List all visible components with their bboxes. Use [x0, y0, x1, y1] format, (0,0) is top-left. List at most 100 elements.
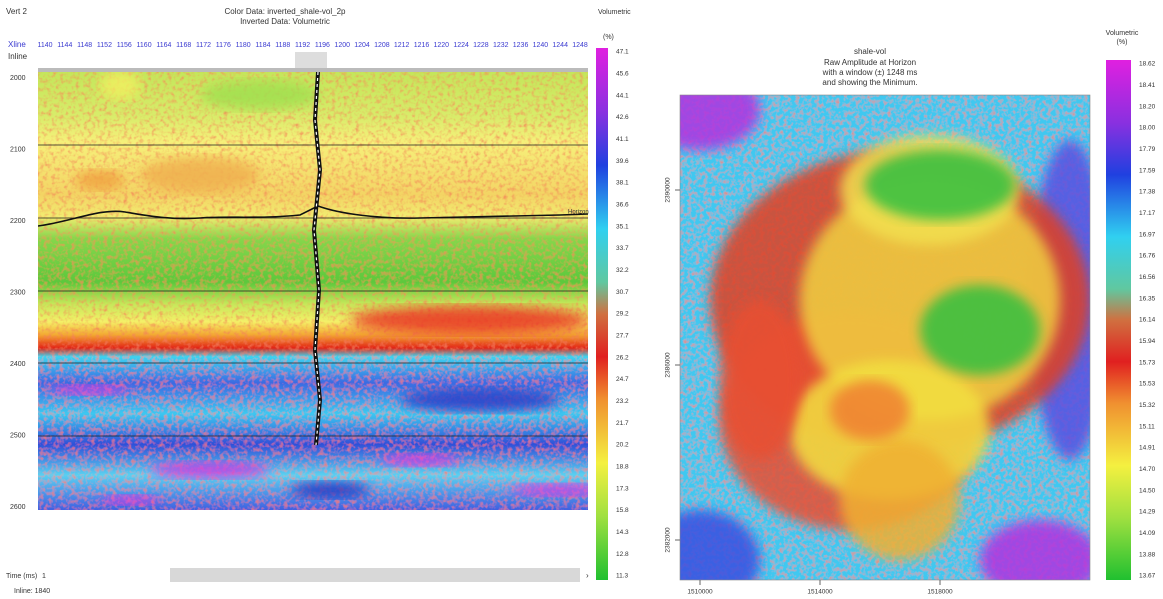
- colorbar-tick-label: 21.7: [616, 420, 629, 427]
- colorbar-tick-label: 15.8: [616, 507, 629, 514]
- reflector: [50, 385, 130, 395]
- y-tick-label: 2100: [10, 146, 26, 153]
- reflector: [200, 80, 320, 110]
- x-tick-label: 1152: [97, 42, 112, 49]
- x-tick-label: 1244: [552, 42, 568, 49]
- x-tick-label: 1164: [156, 42, 171, 49]
- horizon-map: [680, 95, 1090, 580]
- colorbar-tick-label: 17.59: [1139, 167, 1156, 174]
- amplitude-zone: [680, 510, 760, 580]
- colorbar-tick-label: 44.1: [616, 92, 629, 99]
- colorbar-tick-label: 12.8: [616, 551, 629, 558]
- reflector: [400, 388, 560, 412]
- colorbar-tick-label: 13.67: [1139, 573, 1156, 580]
- x-tick-label: 1204: [354, 42, 370, 49]
- colorbar-tick-label: 17.17: [1139, 210, 1156, 217]
- y-tick-label: 2200: [10, 218, 26, 225]
- x-tick-label: 1156: [117, 42, 132, 49]
- colorbar-unit: (%): [1117, 39, 1128, 46]
- ruler: [38, 68, 588, 72]
- colorbar-title: Volumetric: [598, 9, 631, 16]
- horizon-label: Horizon: [568, 210, 589, 216]
- colorbar-tick-label: 23.2: [616, 398, 629, 405]
- reflector: [150, 462, 270, 478]
- y-tick-label: 2300: [10, 289, 26, 296]
- colorbar-tick-label: 16.76: [1139, 253, 1156, 260]
- colorbar-tick-label: 14.3: [616, 529, 629, 536]
- x-tick-label: 1240: [533, 42, 549, 49]
- colorbar-tick-label: 24.7: [616, 376, 629, 383]
- colorbar-tick-label: 20.2: [616, 442, 629, 449]
- x-tick-label: 1216: [414, 42, 430, 49]
- x-tick-label: 1200: [334, 42, 350, 49]
- x-tick-label: 1180: [236, 42, 251, 49]
- y-tick-label: 2390000: [665, 177, 672, 203]
- y-tick-label: 2386000: [665, 352, 672, 378]
- row-label: Xline: [8, 40, 26, 49]
- seismic-section: [38, 72, 588, 510]
- x-tick-label: 1196: [315, 42, 330, 49]
- colorbar-tick-label: 17.79: [1139, 146, 1156, 153]
- amplitude-zone: [920, 285, 1040, 375]
- colorbar-tick-label: 41.1: [616, 136, 629, 143]
- reflector: [290, 482, 370, 498]
- colorbar-tick-label: 30.7: [616, 289, 629, 296]
- colorbar-tick-label: 16.97: [1139, 231, 1156, 238]
- colorbar: [1106, 60, 1131, 580]
- x-tick-label: 1188: [275, 42, 290, 49]
- y-tick-label: 2500: [10, 432, 26, 439]
- x-tick-label: 1208: [374, 42, 390, 49]
- scrollbar[interactable]: [170, 568, 580, 582]
- title: Color Data: inverted_shale-vol_2p: [225, 7, 347, 16]
- colorbar-tick-label: 29.2: [616, 311, 629, 318]
- colorbar-tick-label: 39.6: [616, 158, 629, 165]
- subtitle: with a window (±) 1248 ms: [822, 68, 918, 77]
- x-tick-label: 1172: [196, 42, 211, 49]
- inline-label: Inline: 1840: [14, 588, 50, 595]
- subtitle: Inverted Data: Volumetric: [240, 17, 330, 26]
- x-tick-label: 1148: [77, 42, 92, 49]
- amplitude-zone: [830, 380, 910, 440]
- reflector: [100, 495, 160, 505]
- title: shale-vol: [854, 47, 886, 56]
- x-tick-label: 1228: [473, 42, 489, 49]
- colorbar-tick-label: 26.2: [616, 354, 629, 361]
- colorbar-tick-label: 18.62: [1139, 61, 1156, 68]
- colorbar-tick-label: 18.20: [1139, 103, 1156, 110]
- x-tick-label: 1212: [394, 42, 410, 49]
- colorbar-tick-label: 15.11: [1139, 423, 1155, 430]
- x-tick-label: 1140: [37, 42, 52, 49]
- amplitude-zone: [980, 520, 1090, 580]
- amplitude-zone: [680, 95, 760, 150]
- colorbar-tick-label: 27.7: [616, 333, 629, 340]
- colorbar-tick-label: 33.7: [616, 245, 629, 252]
- y-tick-label: 2600: [10, 504, 26, 511]
- colorbar-tick-label: 42.6: [616, 114, 629, 121]
- colorbar-tick-label: 14.29: [1139, 509, 1156, 516]
- colorbar-title: Volumetric: [1106, 30, 1139, 37]
- x-tick-label: 1510000: [687, 589, 713, 596]
- scroll-arrow: ›: [586, 571, 589, 580]
- x-tick-label: 1220: [434, 42, 450, 49]
- colorbar-tick-label: 15.94: [1139, 338, 1156, 345]
- x-tick-label: 1224: [453, 42, 469, 49]
- row-label: Inline: [8, 52, 28, 61]
- amplitude-zone: [865, 150, 1015, 220]
- colorbar-tick-label: 47.1: [616, 49, 629, 56]
- reflector: [350, 306, 588, 334]
- colorbar-tick-label: 14.09: [1139, 530, 1156, 537]
- colorbar-tick-label: 18.8: [616, 464, 629, 471]
- x-tick-label: 1518000: [927, 589, 953, 596]
- x-tick-label: 1168: [176, 42, 191, 49]
- x-tick-label: 1192: [295, 42, 310, 49]
- colorbar-tick-label: 18.00: [1139, 125, 1156, 132]
- time-label: Time (ms): [6, 573, 37, 580]
- subtitle: and showing the Minimum.: [822, 78, 917, 87]
- colorbar-unit: (%): [603, 34, 614, 41]
- reflector: [75, 170, 125, 190]
- well-log-core: [313, 72, 321, 446]
- colorbar: [596, 48, 608, 580]
- time-value: 1: [42, 573, 46, 580]
- amplitude-zone: [840, 440, 960, 560]
